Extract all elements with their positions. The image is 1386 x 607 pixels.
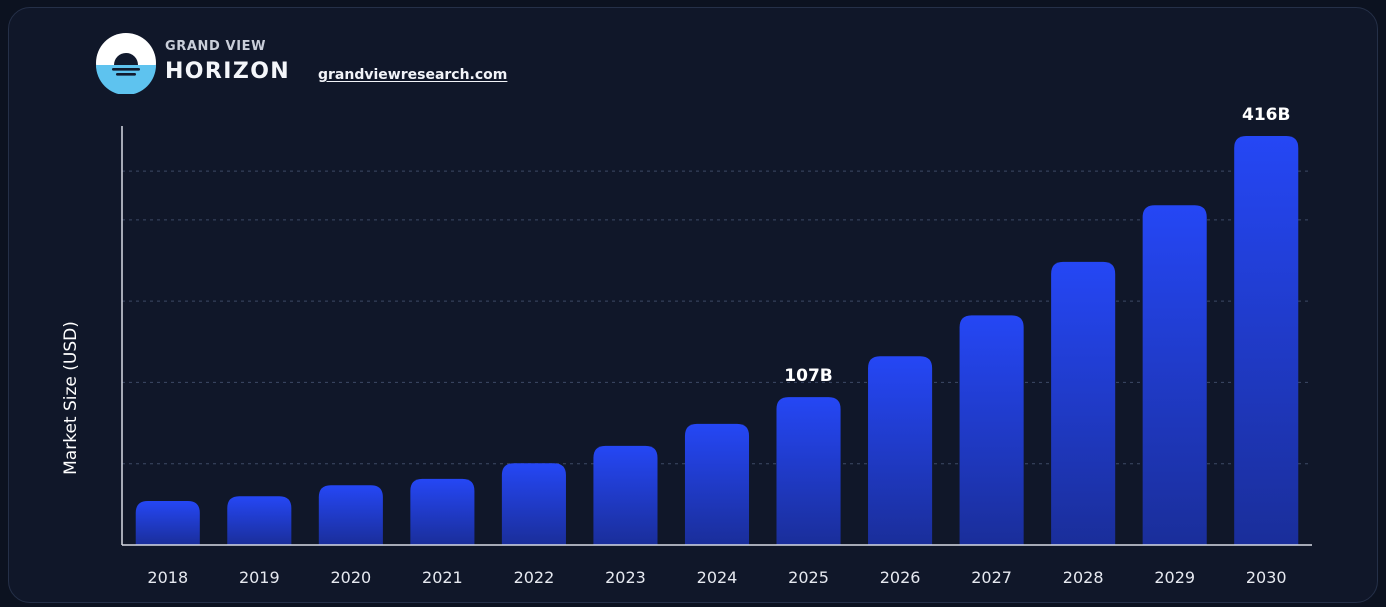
bar-2030 (1234, 136, 1299, 545)
x-tick-label-2025: 2025 (788, 568, 829, 587)
x-tick-label-2024: 2024 (697, 568, 738, 587)
x-tick-label-2019: 2019 (239, 568, 280, 587)
grand-view-horizon-logo-icon (96, 33, 156, 94)
bar-chart: Market Size (USD) 2018 2019 2020 2021 2022 20… (61, 105, 1312, 587)
bar-2028 (1051, 261, 1116, 545)
x-tick-label-2023: 2023 (605, 568, 646, 587)
data-label-2025: 107B (784, 366, 832, 386)
chart-card: GRAND VIEW HORIZON grandviewresearch.com… (8, 7, 1378, 603)
bar-2020 (318, 485, 383, 545)
website-link[interactable]: grandviewresearch.com (318, 67, 508, 83)
y-axis-label: Market Size (USD) (61, 321, 81, 475)
data-label-2030: 416B (1242, 105, 1290, 125)
x-tick-label-2021: 2021 (422, 568, 463, 587)
x-tick-label-2020: 2020 (330, 568, 371, 587)
bar-2019 (227, 496, 292, 545)
bar-2023 (593, 445, 658, 545)
bar-2029 (1142, 205, 1207, 545)
x-tick-label-2028: 2028 (1063, 568, 1104, 587)
bar-2025 (776, 397, 841, 545)
brand-name: HORIZON (165, 59, 291, 84)
bar-2022 (501, 463, 566, 545)
bar-2024 (684, 423, 750, 545)
x-tick-label-2022: 2022 (514, 568, 555, 587)
x-tick-label-2026: 2026 (880, 568, 921, 587)
bar-2026 (868, 356, 933, 545)
bar-2027 (959, 315, 1024, 545)
x-tick-label-2027: 2027 (971, 568, 1012, 587)
bar-2018 (135, 500, 200, 545)
brand-top-text: GRAND VIEW (165, 39, 267, 54)
x-tick-label-2029: 2029 (1154, 568, 1195, 587)
bar-2021 (410, 478, 475, 545)
x-tick-label-2030: 2030 (1246, 568, 1287, 587)
x-tick-label-2018: 2018 (147, 568, 188, 587)
